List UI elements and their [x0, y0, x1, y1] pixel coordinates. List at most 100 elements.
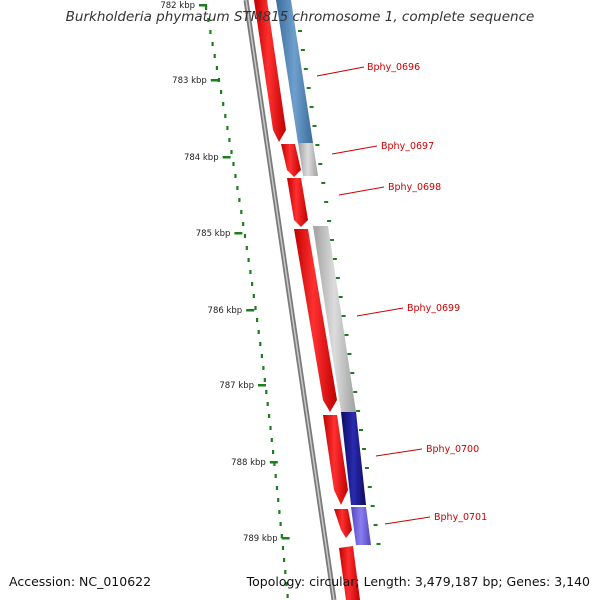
tick-mark: [199, 4, 207, 7]
gc-skew-dash: [376, 543, 381, 545]
tick-mark: [222, 156, 231, 159]
gc-skew-dash: [370, 505, 375, 507]
gc-skew-dot: [230, 150, 233, 154]
gc-skew-dash: [309, 106, 314, 108]
gc-skew-dot: [260, 354, 263, 358]
gc-skew-dot: [273, 462, 276, 466]
gene-block-bphy-0699: [313, 226, 356, 412]
tick-label: 786 kbp: [208, 306, 243, 316]
gene-leader-line: [384, 516, 431, 525]
cds-segment: [339, 546, 360, 600]
gene-label: Bphy_0698: [388, 182, 441, 193]
gene-label: Bphy_0696: [367, 62, 420, 73]
gc-skew-dash: [315, 144, 320, 146]
gc-skew-dot: [232, 162, 235, 166]
tick-mark: [246, 309, 255, 312]
gc-skew-dash: [356, 410, 361, 412]
gc-skew-dash: [367, 486, 372, 488]
gc-skew-dash: [327, 220, 332, 222]
gc-skew-dot: [277, 498, 280, 502]
gc-skew-dot: [247, 258, 250, 262]
gc-skew-dot: [279, 522, 282, 526]
cds-segment: [294, 229, 337, 412]
tick-label: 789 kbp: [243, 534, 278, 544]
gene-leader-line: [316, 66, 365, 77]
gc-skew-dot: [286, 594, 289, 598]
tick-label: 788 kbp: [231, 458, 266, 468]
tick-mark: [210, 79, 219, 82]
gc-skew-dot: [270, 438, 273, 442]
scale-ticks: 782 kbp 783 kbp 784 kbp 785 kbp 786 kbp 787 k…: [160, 1, 290, 544]
gc-skew-dash: [303, 68, 308, 70]
gc-skew-dash: [335, 277, 340, 279]
gc-skew-dash: [364, 467, 369, 469]
gc-skew-dash: [324, 201, 329, 203]
gc-skew-dot: [262, 366, 265, 370]
gene-leader-line: [338, 186, 385, 196]
gc-skew-dot: [275, 486, 279, 490]
gc-skew-dot: [211, 42, 214, 46]
gc-skew-dot: [259, 342, 262, 346]
cds-segment: [281, 144, 301, 177]
gc-skew-dot: [234, 174, 237, 178]
gene-block-bphy-0696: [276, 0, 313, 143]
gc-skew-dot: [257, 330, 260, 334]
gc-skew-dot: [284, 570, 287, 574]
gc-skew-dash: [353, 391, 358, 393]
gc-skew-dot: [268, 414, 271, 418]
gc-skew-dot: [245, 246, 248, 250]
gc-skew-dot: [224, 114, 227, 118]
gc-skew-dash: [344, 334, 349, 336]
cds-segment: [254, 0, 286, 142]
tick-label: 787 kbp: [219, 381, 254, 391]
gc-skew-dot: [209, 30, 212, 34]
gene-label: Bphy_0697: [381, 141, 434, 152]
gc-skew-dot: [269, 426, 272, 430]
tick-mark: [258, 384, 266, 387]
gc-skew-dot: [265, 390, 268, 394]
gc-skew-dash: [312, 125, 317, 127]
gc-skew-dot: [213, 54, 216, 58]
gc-skew-dot: [228, 138, 231, 142]
gene-label: Bphy_0701: [434, 512, 487, 523]
gene-label: Bphy_0700: [426, 444, 479, 455]
tick-mark: [234, 232, 243, 235]
gc-skew-dot: [263, 378, 266, 382]
gc-skew-dash: [306, 87, 311, 89]
gc-skew-dash: [321, 182, 326, 184]
gene-leader-line: [331, 145, 378, 155]
gc-skew-dot: [222, 102, 225, 106]
tick-label: 783 kbp: [172, 76, 207, 86]
gc-skew-dot: [274, 474, 277, 478]
map-title: Burkholderia phymatum STM815 chromosome …: [65, 9, 535, 25]
gc-skew-dot: [215, 66, 218, 70]
gc-skew-dot: [207, 18, 210, 22]
gc-skew-dot: [249, 270, 252, 274]
cds-segment: [334, 509, 352, 538]
gc-skew-dot: [256, 318, 259, 322]
gc-skew-dot: [280, 534, 283, 538]
gc-skew-dot: [205, 6, 208, 10]
gc-skew-dash: [359, 429, 363, 431]
gc-skew-dash: [362, 448, 366, 450]
gene-leader-line: [375, 448, 423, 457]
gc-skew-dash: [350, 372, 355, 374]
gc-skew-dot: [243, 234, 247, 238]
accession-text: Accession: NC_010622: [9, 574, 152, 589]
gc-skew-dash: [318, 163, 323, 165]
tick-label: 785 kbp: [196, 229, 231, 239]
gc-skew-dot: [238, 198, 241, 202]
gc-skew-dot: [285, 582, 288, 586]
gc-skew-dot: [278, 510, 281, 514]
gc-skew-dot: [283, 558, 286, 562]
tick-label: 782 kbp: [160, 1, 195, 11]
gene-labels: Bphy_0696 Bphy_0697 Bphy_0698 Bphy_0699 Bphy…: [316, 62, 487, 525]
tick-label: 784 kbp: [184, 153, 219, 163]
gc-skew-dot: [242, 222, 245, 226]
gc-skew-track: [205, 6, 381, 598]
gc-skew-dash: [347, 353, 352, 355]
gc-skew-dot: [272, 450, 275, 454]
gene-leader-line: [356, 307, 404, 317]
gc-skew-dash: [332, 258, 337, 260]
